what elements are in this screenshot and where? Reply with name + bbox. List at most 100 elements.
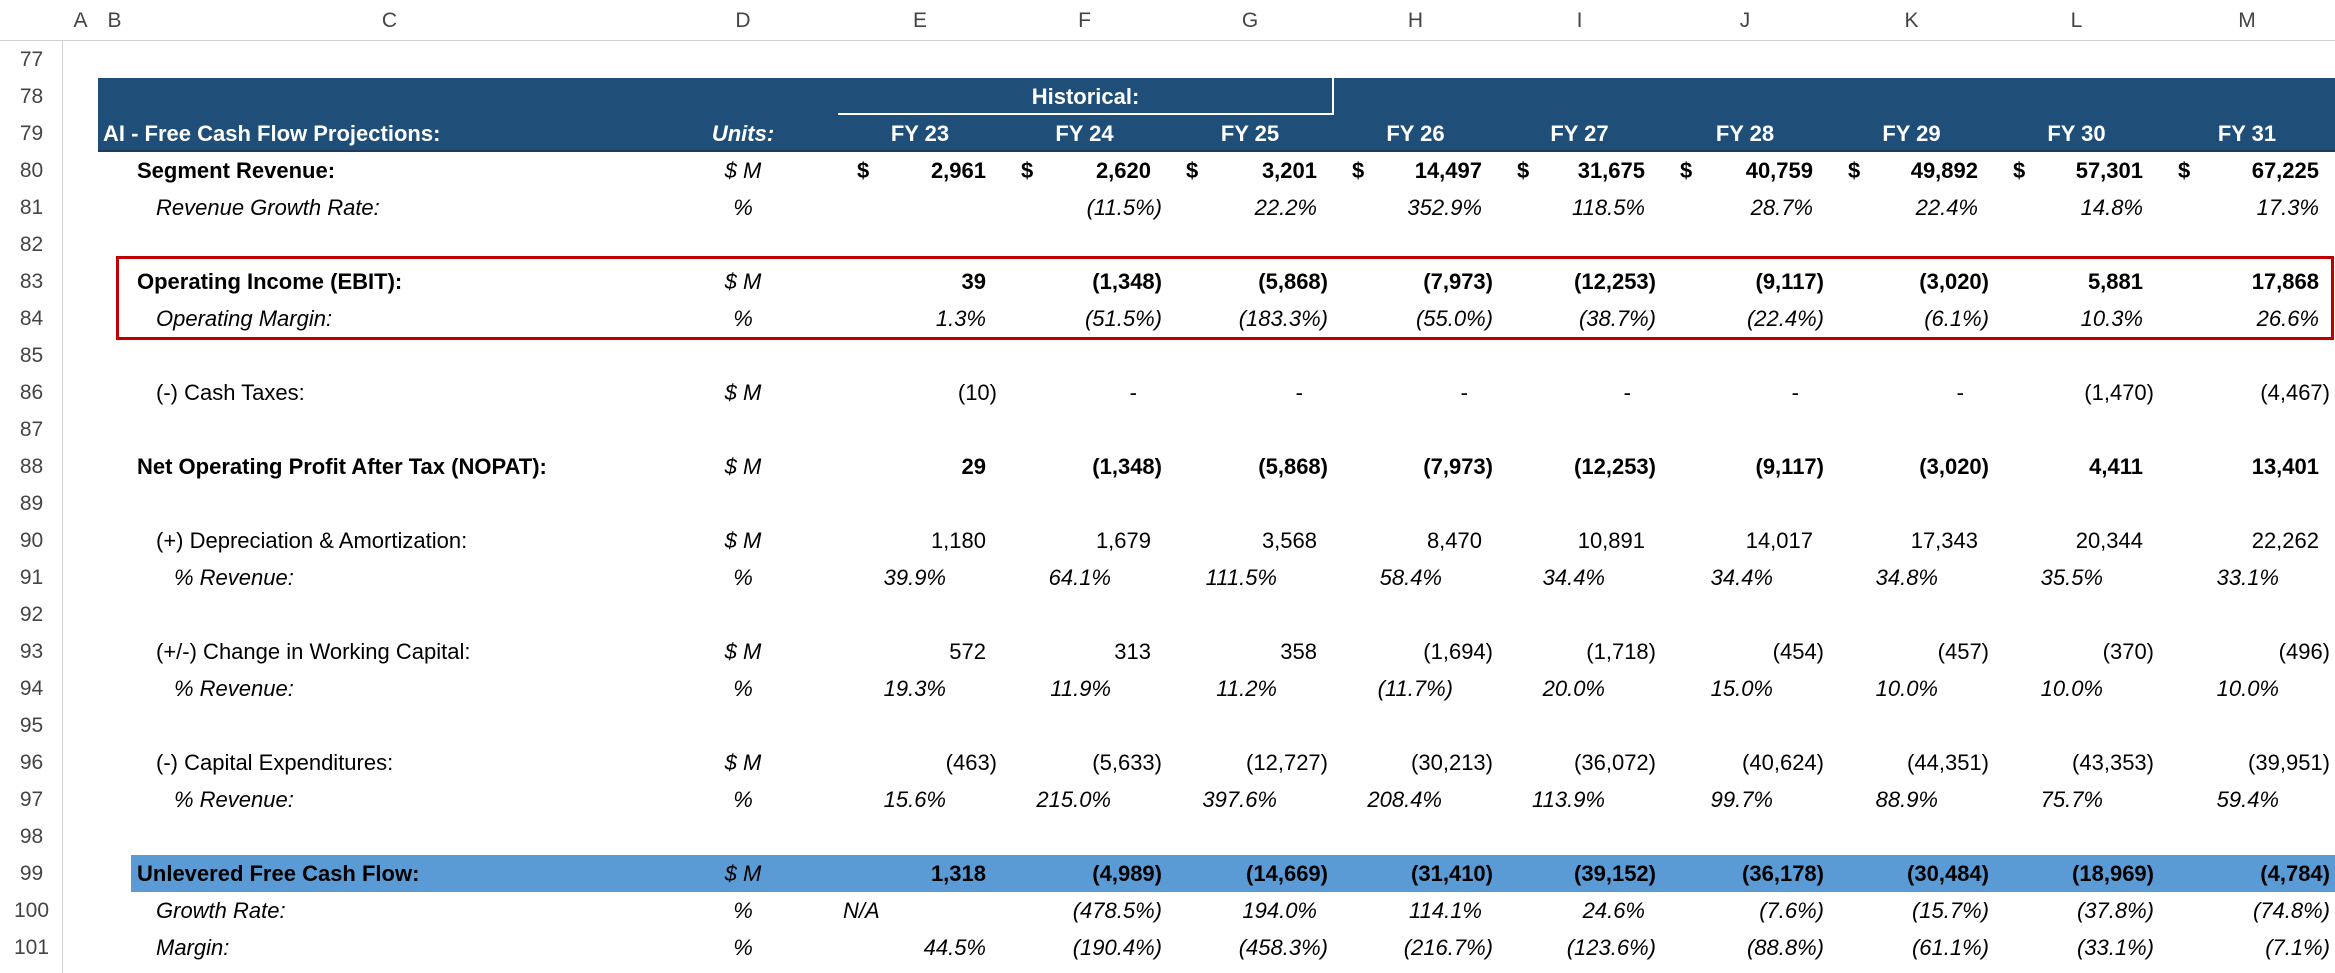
value-cell: 1.3% <box>935 306 986 331</box>
value-cell: 11.9% <box>1050 676 1111 701</box>
value-cell: 15.0% <box>1710 676 1773 701</box>
row-number[interactable]: 97 <box>19 788 44 811</box>
column-header[interactable]: C <box>381 9 398 32</box>
row-number[interactable]: 83 <box>19 270 44 293</box>
value-cell: 19.3% <box>883 676 946 701</box>
column-header[interactable]: L <box>2070 9 2083 32</box>
currency-symbol: $ <box>1186 158 1199 183</box>
value-cell: 208.4% <box>1367 787 1442 812</box>
row-number[interactable]: 84 <box>19 307 44 330</box>
value-cell: (7,973) <box>1423 269 1493 294</box>
value-cell: 358 <box>1280 639 1317 664</box>
units: $ M <box>724 269 762 294</box>
row-number[interactable]: 93 <box>19 640 44 663</box>
value-cell: 28.7% <box>1750 195 1813 220</box>
currency-symbol: $ <box>857 158 870 183</box>
column-header[interactable]: K <box>1904 9 1919 32</box>
value-cell: (1,694) <box>1423 639 1493 664</box>
row-number[interactable]: 98 <box>19 825 44 848</box>
row-number[interactable]: 94 <box>19 677 44 700</box>
row-number[interactable]: 101 <box>13 936 50 959</box>
row-number[interactable]: 82 <box>19 233 44 256</box>
value-cell: 215.0% <box>1036 787 1111 812</box>
value-cell: 24.6% <box>1582 898 1645 923</box>
value-cell: (88.8%) <box>1746 935 1824 960</box>
units: $ M <box>724 380 762 405</box>
row-number[interactable]: 85 <box>19 344 44 367</box>
value-cell: (3,020) <box>1919 269 1989 294</box>
units: % <box>733 306 753 331</box>
column-header[interactable]: H <box>1407 9 1424 32</box>
value-cell: 99.7% <box>1710 787 1773 812</box>
value-cell: (74.8%) <box>2252 898 2330 923</box>
value-cell: 35.5% <box>2040 565 2103 590</box>
value-cell: (12,253) <box>1574 269 1656 294</box>
value-cell: (463) <box>945 750 997 775</box>
row-number[interactable]: 91 <box>19 566 44 589</box>
row-number[interactable]: 87 <box>19 418 44 441</box>
column-header[interactable]: M <box>2238 9 2256 32</box>
row-number[interactable]: 77 <box>19 48 44 71</box>
column-header[interactable]: F <box>1078 9 1091 32</box>
value-cell: 10.3% <box>2080 306 2143 331</box>
value-cell: (4,784) <box>2260 861 2330 886</box>
value-cell: (31,410) <box>1411 861 1493 886</box>
value-cell: 3,568 <box>1261 528 1317 553</box>
value-cell: (9,117) <box>1755 454 1825 479</box>
value-cell: 397.6% <box>1202 787 1277 812</box>
value-cell: 2,620 <box>1095 158 1151 183</box>
header-band <box>98 78 2335 115</box>
value-cell: 14,017 <box>1745 528 1813 553</box>
column-header[interactable]: B <box>107 9 122 32</box>
column-header[interactable]: I <box>1576 9 1583 32</box>
value-cell: 75.7% <box>2040 787 2103 812</box>
column-header[interactable]: G <box>1241 9 1259 32</box>
row-number[interactable]: 80 <box>19 159 44 182</box>
value-cell: 111.5% <box>1205 565 1277 590</box>
value-cell: 572 <box>949 639 986 664</box>
value-cell: (38.7%) <box>1578 306 1656 331</box>
value-cell: (43,353) <box>2072 750 2154 775</box>
year-header: FY 25 <box>1220 121 1280 146</box>
value-cell: 2,961 <box>930 158 986 183</box>
value-cell: 33.1% <box>2216 565 2279 590</box>
value-cell: - <box>1956 380 1964 405</box>
value-cell: 64.1% <box>1048 565 1111 590</box>
row-number[interactable]: 99 <box>19 862 44 885</box>
column-header[interactable]: J <box>1739 9 1751 32</box>
row-number[interactable]: 78 <box>19 85 44 108</box>
column-header[interactable]: A <box>73 9 88 32</box>
column-header[interactable]: E <box>912 9 927 32</box>
value-cell: 44.5% <box>923 935 986 960</box>
year-header: FY 30 <box>2047 121 2106 146</box>
row-number[interactable]: 95 <box>19 714 44 737</box>
value-cell: (15.7%) <box>1911 898 1989 923</box>
row-label: Unlevered Free Cash Flow: <box>137 861 420 886</box>
value-cell: (40,624) <box>1742 750 1824 775</box>
row-number[interactable]: 79 <box>19 122 44 145</box>
units: $ M <box>724 750 762 775</box>
units: % <box>733 195 753 220</box>
value-cell: - <box>1295 380 1303 405</box>
value-cell: 17.3% <box>2256 195 2319 220</box>
units: % <box>733 787 753 812</box>
value-cell: 13,401 <box>2251 454 2319 479</box>
row-number[interactable]: 100 <box>13 899 50 922</box>
row-number[interactable]: 88 <box>19 455 44 478</box>
column-header[interactable]: D <box>735 9 751 32</box>
value-cell: 58.4% <box>1379 565 1442 590</box>
row-number[interactable]: 92 <box>19 603 44 626</box>
row-number[interactable]: 90 <box>19 529 44 552</box>
row-number[interactable]: 81 <box>19 196 44 219</box>
units: $ M <box>724 861 762 886</box>
row-number[interactable]: 86 <box>19 381 44 404</box>
value-cell: (1,348) <box>1092 454 1162 479</box>
value-cell: (6.1%) <box>1924 306 1989 331</box>
value-cell: 20.0% <box>1542 676 1605 701</box>
value-cell: 4,411 <box>2089 454 2143 479</box>
value-cell: (370) <box>2102 639 2154 664</box>
value-cell: (44,351) <box>1907 750 1989 775</box>
row-number[interactable]: 96 <box>19 751 44 774</box>
row-number[interactable]: 89 <box>19 492 44 515</box>
